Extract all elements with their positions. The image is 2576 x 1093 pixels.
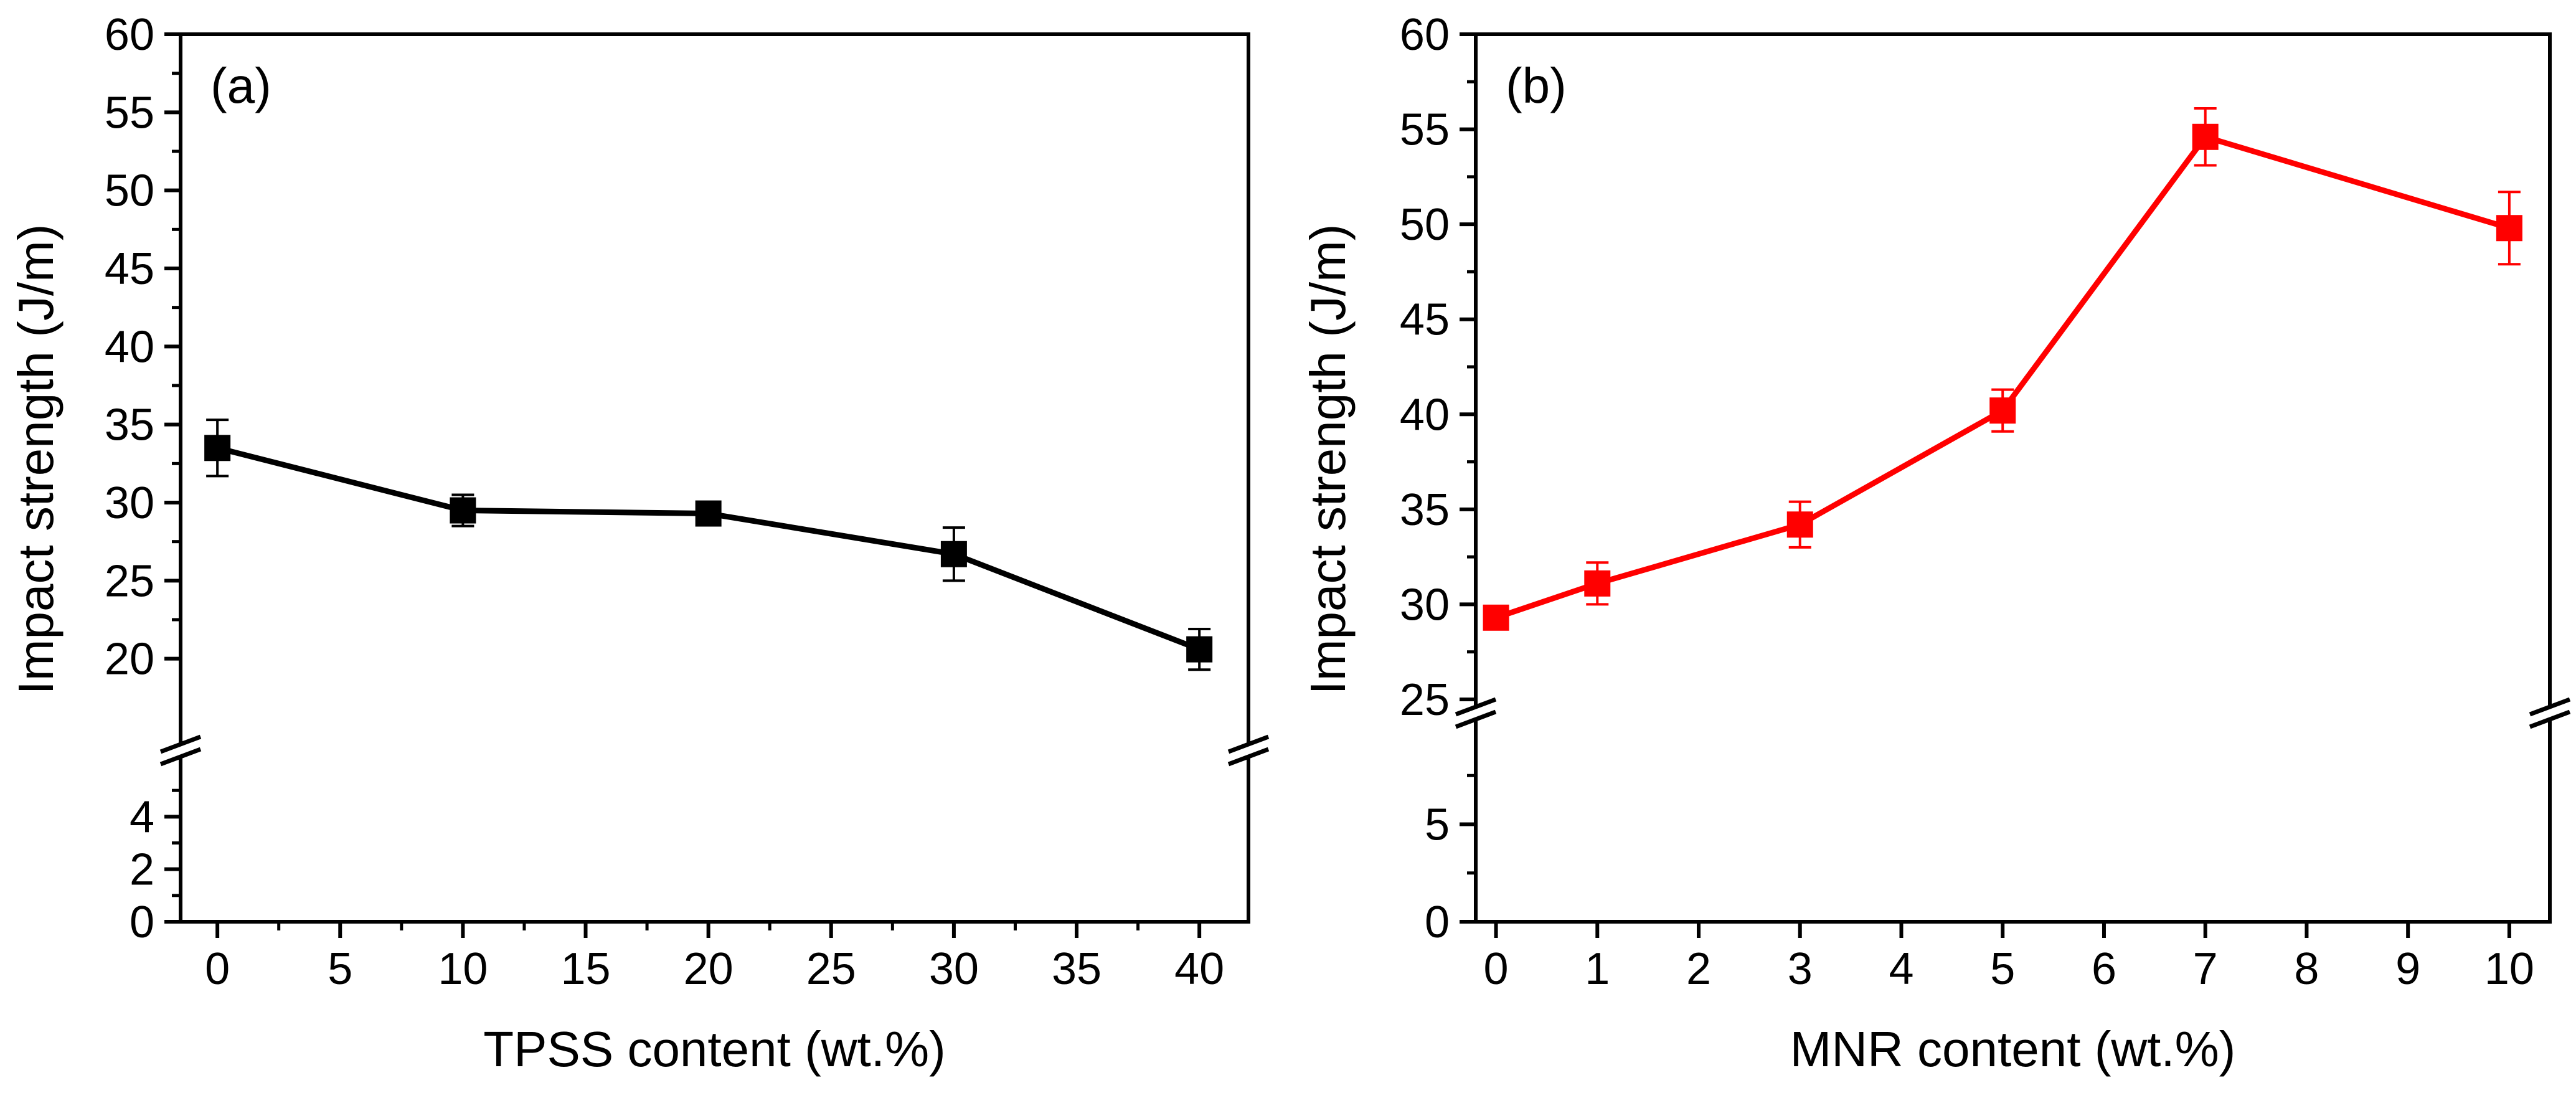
y-axis-break-mark [159, 747, 202, 767]
x-tick-label: 20 [684, 944, 734, 994]
y-axis-break-mark [1455, 697, 1497, 717]
y-axis-title: Impact strength (J/m) [1300, 224, 1356, 695]
x-tick-label: 0 [1484, 944, 1509, 994]
y-tick-label: 55 [105, 88, 154, 138]
x-tick-label: 5 [1990, 944, 2015, 994]
y-tick-label: 40 [105, 322, 154, 372]
right-axis-break-mark [1227, 747, 1270, 767]
y-axis-break-mark [1455, 709, 1497, 729]
y-tick-label: 0 [130, 897, 154, 947]
y-tick-label: 50 [1400, 200, 1450, 250]
x-axis-title: TPSS content (wt.%) [483, 1021, 945, 1077]
y-tick-label: 45 [1400, 295, 1450, 345]
data-point [204, 435, 231, 461]
x-tick-label: 40 [1174, 944, 1224, 994]
x-tick-label: 10 [438, 944, 488, 994]
y-tick-label: 45 [105, 244, 154, 294]
x-tick-label: 10 [2484, 944, 2534, 994]
data-point [1786, 511, 1813, 538]
data-point [450, 497, 476, 524]
x-tick-label: 35 [1052, 944, 1102, 994]
y-tick-label: 0 [1425, 897, 1450, 947]
x-tick-label: 4 [1889, 944, 1913, 994]
data-point [1186, 636, 1213, 663]
right-axis-break-mark [1227, 734, 1270, 754]
x-tick-label: 15 [560, 944, 610, 994]
data-point [940, 541, 967, 567]
y-tick-label: 4 [130, 792, 154, 842]
x-tick-label: 25 [806, 944, 856, 994]
y-tick-label: 30 [1400, 580, 1450, 630]
data-point [2192, 123, 2219, 150]
data-point [1483, 604, 1509, 631]
x-tick-label: 7 [2193, 944, 2218, 994]
x-tick-label: 0 [205, 944, 230, 994]
panel-a: 0 5 10 15 20 25 30 35 40202530354045505560024TPS… [8, 10, 1270, 1077]
y-tick-label: 2 [130, 845, 154, 895]
data-point [1584, 570, 1611, 597]
panel-label: (b) [1506, 58, 1567, 113]
y-tick-label: 60 [105, 10, 154, 60]
data-point [1989, 397, 2016, 424]
panel-label: (a) [210, 58, 271, 113]
y-tick-label: 60 [1400, 10, 1450, 60]
series-line [1495, 134, 2511, 621]
x-tick-label: 1 [1585, 944, 1610, 994]
x-tick-label: 3 [1788, 944, 1813, 994]
series-line [217, 445, 1201, 652]
y-tick-label: 20 [105, 635, 154, 684]
x-tick-label: 8 [2294, 944, 2319, 994]
y-tick-label: 55 [1400, 105, 1450, 155]
y-tick-label: 25 [105, 556, 154, 606]
y-tick-label: 35 [105, 400, 154, 450]
right-axis-break-mark [2529, 697, 2571, 717]
x-tick-label: 9 [2395, 944, 2420, 994]
y-axis-title: Impact strength (J/m) [8, 224, 64, 695]
y-tick-label: 5 [1425, 800, 1450, 850]
right-axis-break-mark [2529, 709, 2571, 729]
y-tick-label: 40 [1400, 390, 1450, 440]
x-tick-label: 2 [1686, 944, 1711, 994]
x-tick-label: 6 [2092, 944, 2116, 994]
x-tick-label: 30 [929, 944, 979, 994]
y-tick-label: 25 [1400, 675, 1450, 725]
x-tick-label: 5 [328, 944, 352, 994]
data-point [695, 500, 722, 527]
y-tick-label: 35 [1400, 485, 1450, 535]
x-axis-title: MNR content (wt.%) [1790, 1021, 2236, 1077]
y-axis-break-mark [159, 734, 202, 754]
y-tick-label: 50 [105, 166, 154, 216]
y-tick-label: 30 [105, 478, 154, 528]
data-point [2496, 215, 2522, 242]
